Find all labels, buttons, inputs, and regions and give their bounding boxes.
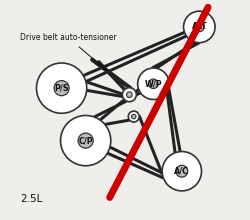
Circle shape	[126, 92, 132, 97]
Circle shape	[54, 81, 69, 96]
Circle shape	[138, 68, 169, 99]
Circle shape	[36, 63, 87, 113]
Circle shape	[149, 79, 158, 88]
Text: Drive belt auto-tensioner: Drive belt auto-tensioner	[20, 33, 117, 70]
Circle shape	[184, 11, 215, 43]
Circle shape	[132, 114, 136, 119]
Circle shape	[60, 116, 111, 166]
Circle shape	[176, 165, 188, 177]
Circle shape	[78, 133, 93, 148]
Text: A/C: A/C	[174, 167, 189, 176]
Circle shape	[122, 88, 136, 102]
Text: C/P: C/P	[78, 136, 93, 145]
Text: W/P: W/P	[144, 79, 162, 88]
Text: P/S: P/S	[54, 84, 69, 93]
Circle shape	[128, 111, 139, 122]
Circle shape	[194, 22, 204, 32]
Text: ALT: ALT	[192, 22, 207, 31]
Text: 2.5L: 2.5L	[20, 194, 42, 204]
Circle shape	[162, 152, 202, 191]
